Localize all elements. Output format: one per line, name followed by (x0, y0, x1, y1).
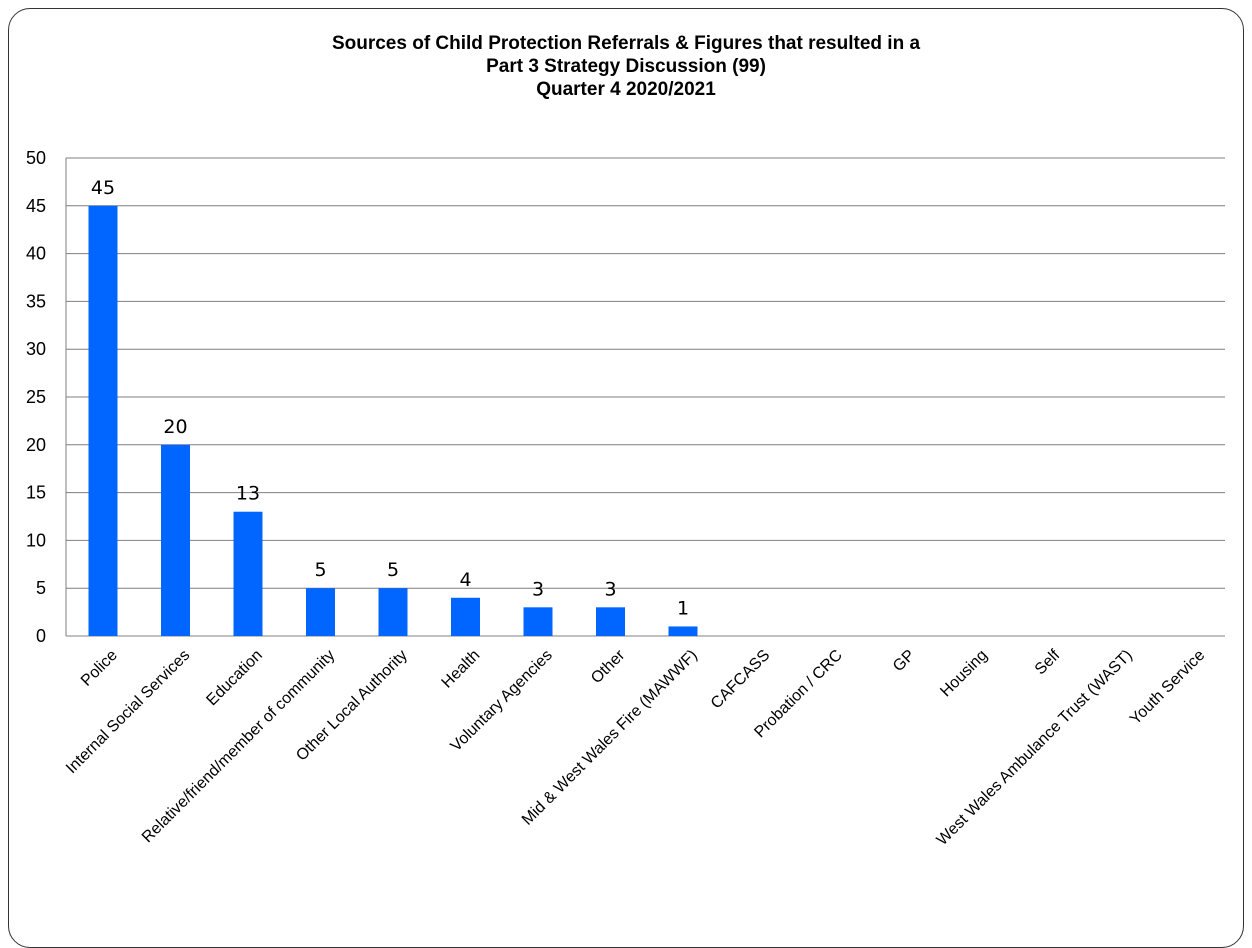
x-tick-label: Other (588, 646, 629, 687)
data-label: 13 (236, 483, 260, 505)
x-tick-label: Health (439, 647, 484, 692)
x-tick-label: GP (890, 647, 918, 675)
data-label: 4 (459, 569, 471, 591)
chart-title-line-1: Sources of Child Protection Referrals & … (331, 33, 921, 54)
data-label: 3 (604, 578, 616, 600)
data-label: 3 (532, 578, 544, 600)
data-label: 45 (91, 177, 115, 199)
x-tick-label: Housing (937, 647, 991, 701)
chart-title-line-3: Quarter 4 2020/2021 (536, 79, 716, 100)
bar (378, 588, 408, 636)
y-tick-label: 50 (26, 148, 46, 168)
bar (523, 607, 553, 636)
bar (451, 597, 480, 636)
bar (306, 588, 335, 636)
x-tick-label: Self (1032, 646, 1064, 678)
chart-title: Sources of Child Protection Referrals & … (0, 32, 1252, 101)
bar (161, 444, 190, 636)
y-tick-label: 0 (36, 626, 46, 646)
data-label: 5 (387, 559, 399, 581)
bar (596, 607, 625, 636)
y-tick-label: 30 (26, 339, 46, 359)
y-tick-label: 5 (36, 578, 46, 598)
data-labels: 45 20 13 5 5 4 3 3 1 (91, 177, 689, 620)
bar (233, 511, 263, 636)
data-label: 20 (163, 416, 187, 438)
bar (88, 205, 118, 637)
x-tick-label: Education (203, 647, 265, 709)
bar-chart: 0 5 10 15 20 25 30 35 40 45 50 45 20 13 5 5 4 3 3 1 Police… (26, 148, 1225, 849)
y-tick-label: 45 (26, 196, 46, 216)
y-tick-label: 10 (26, 530, 46, 550)
bar (668, 626, 698, 636)
x-tick-label: Youth Service (1127, 647, 1208, 728)
y-tick-label: 35 (26, 291, 46, 311)
gridlines (66, 157, 1225, 589)
x-tick-label: Police (78, 647, 121, 690)
x-tick-label: CAFCASS (708, 647, 773, 712)
data-label: 5 (314, 559, 326, 581)
y-tick-label: 40 (26, 244, 46, 264)
bars (88, 205, 698, 637)
x-tick-label: Internal Social Services (63, 647, 193, 777)
y-tick-label: 20 (26, 435, 46, 455)
y-tick-label: 25 (26, 387, 46, 407)
y-tick-label: 15 (26, 483, 46, 503)
chart-title-line-2: Part 3 Strategy Discussion (99) (486, 56, 766, 77)
data-label: 1 (677, 597, 689, 619)
